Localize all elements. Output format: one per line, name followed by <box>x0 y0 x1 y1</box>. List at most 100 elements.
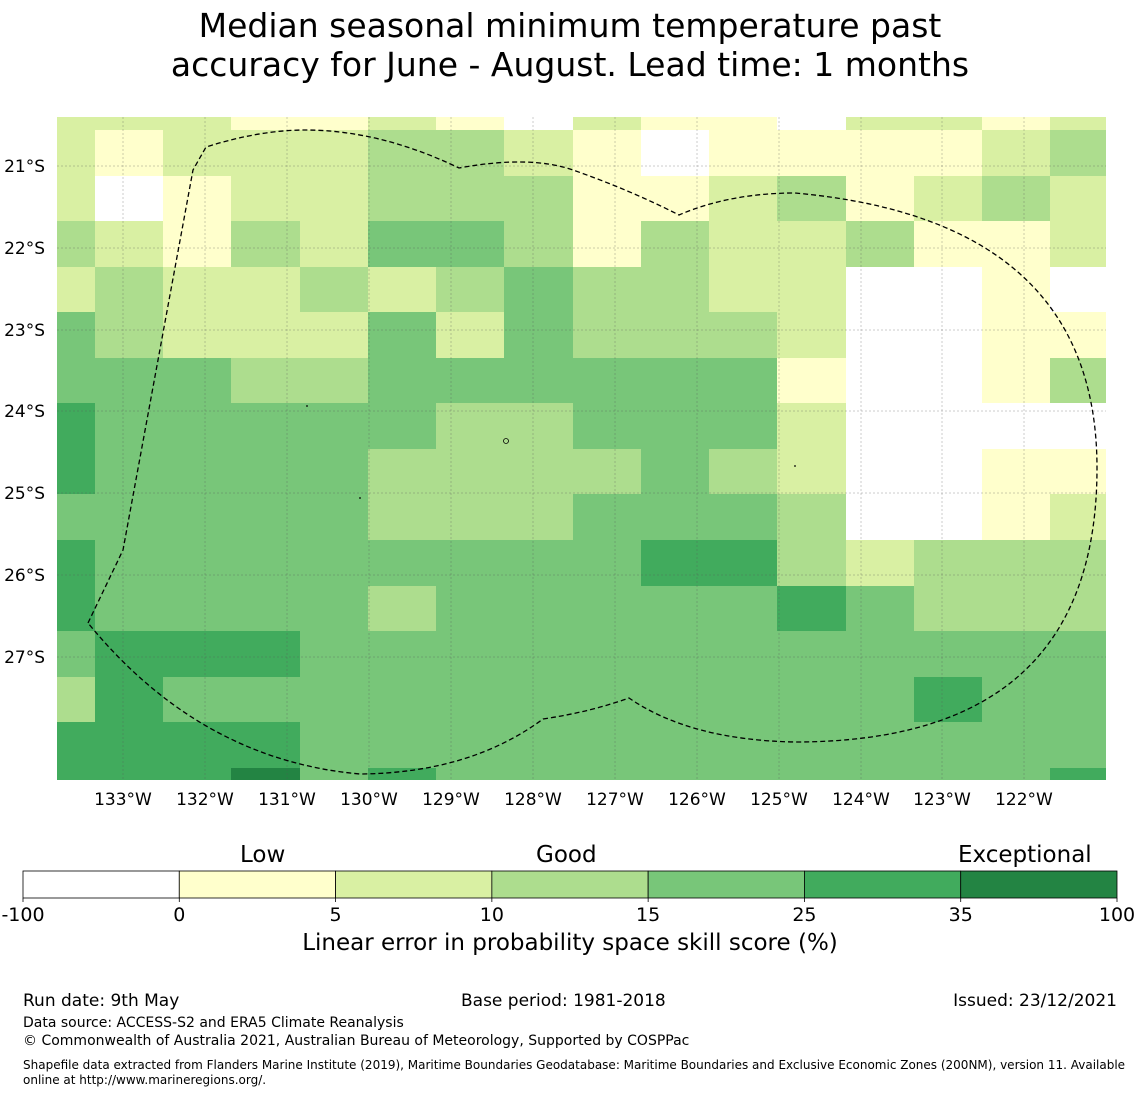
heatmap-cell <box>573 449 641 494</box>
heatmap-cell <box>231 768 300 780</box>
heatmap-cell <box>846 130 914 176</box>
heatmap-cell <box>982 540 1050 586</box>
heatmap-cell <box>709 449 777 494</box>
heatmap-cell <box>95 130 163 176</box>
heatmap-cell <box>231 221 300 267</box>
heatmap-cell <box>982 677 1050 722</box>
heatmap-cell <box>504 117 573 130</box>
heatmap-cell <box>709 540 777 586</box>
heatmap-cell <box>504 540 573 586</box>
heatmap-cell <box>641 176 709 221</box>
heatmap-cell <box>231 176 300 221</box>
heatmap-cell <box>777 586 846 631</box>
heatmap-cell <box>1050 117 1106 130</box>
heatmap-cell <box>95 403 163 449</box>
heatmap-cell <box>300 677 368 722</box>
heatmap-cell <box>709 494 777 540</box>
heatmap-cell <box>846 631 914 677</box>
island-marker <box>359 497 361 499</box>
heatmap-cell <box>95 631 163 677</box>
heatmap-cell <box>914 631 982 677</box>
x-tick-label: 133°W <box>94 790 152 810</box>
heatmap-cell <box>641 117 709 130</box>
heatmap-cell <box>1050 677 1106 722</box>
colorbar-bin <box>804 870 962 899</box>
heatmap-cell <box>57 176 95 221</box>
axis-ticks: 133°W 132°W 131°W 130°W 129°W 128°W 127°W 126°W… <box>4 157 1053 810</box>
heatmap-cell <box>641 358 709 403</box>
heatmap-cell <box>709 312 777 358</box>
x-tick-label: 128°W <box>504 790 562 810</box>
heatmap-cell <box>777 631 846 677</box>
run-date: Run date: 9th May <box>23 991 180 1011</box>
heatmap-cell <box>163 540 231 586</box>
heatmap-cell <box>982 449 1050 494</box>
heatmap-cell <box>982 312 1050 358</box>
heatmap-cell <box>777 130 846 176</box>
heatmap-cell <box>846 540 914 586</box>
heatmap-cell <box>709 117 777 130</box>
heatmap-cell <box>777 403 846 449</box>
heatmap-cell <box>436 221 504 267</box>
colorbar-ticks: -100 0 5 10 15 25 35 100 <box>1 898 1135 926</box>
skill-score-map: 133°W 132°W 131°W 130°W 129°W 128°W 127°W 126°W… <box>4 117 1106 810</box>
heatmap-cell <box>709 267 777 312</box>
heatmap-cell <box>95 176 163 221</box>
heatmap-cell <box>504 312 573 358</box>
heatmap-cell <box>914 768 982 780</box>
heatmap-cell <box>709 130 777 176</box>
heatmap-cell <box>777 494 846 540</box>
colorbar: -100 0 5 10 15 25 35 100 <box>1 870 1135 926</box>
heatmap-cell <box>573 494 641 540</box>
heatmap-cell <box>436 677 504 722</box>
colorbar-tick-label: 15 <box>636 904 660 926</box>
island-marker <box>794 465 796 467</box>
heatmap-cell <box>777 358 846 403</box>
heatmap-cell <box>300 586 368 631</box>
heatmap-cell <box>641 449 709 494</box>
heatmap-cell <box>231 312 300 358</box>
heatmap-cell <box>914 403 982 449</box>
heatmap-cell <box>573 586 641 631</box>
heatmap-cell <box>57 117 95 130</box>
heatmap-cell <box>641 494 709 540</box>
heatmap-cell <box>982 494 1050 540</box>
data-source: Data source: ACCESS-S2 and ERA5 Climate … <box>23 1015 404 1031</box>
heatmap-cell <box>300 403 368 449</box>
heatmap-cell <box>573 358 641 403</box>
heatmap-cell <box>300 117 368 130</box>
heatmap-cell <box>846 267 914 312</box>
heatmap-cell <box>982 130 1050 176</box>
colorbar-tick-label: 10 <box>480 904 504 926</box>
heatmap-cell <box>914 176 982 221</box>
heatmap-cell <box>709 677 777 722</box>
heatmap-cell <box>504 494 573 540</box>
heatmap-cell <box>641 768 709 780</box>
heatmap-cell <box>846 449 914 494</box>
heatmap-cell <box>163 267 231 312</box>
heatmap-cell <box>914 358 982 403</box>
heatmap-cell <box>300 768 368 780</box>
heatmap-cell <box>573 312 641 358</box>
heatmap-cell <box>777 267 846 312</box>
heatmap-cell <box>95 449 163 494</box>
heatmap-cell <box>846 494 914 540</box>
heatmap-cell <box>641 130 709 176</box>
heatmap-cell <box>846 312 914 358</box>
heatmap-cell <box>368 449 436 494</box>
heatmap-cell <box>368 312 436 358</box>
heatmap-cell <box>436 722 504 768</box>
heatmap-cell <box>231 494 300 540</box>
heatmap-cell <box>1050 722 1106 768</box>
y-tick-label: 27°S <box>4 648 45 668</box>
heatmap-cell <box>846 221 914 267</box>
heatmap-cell <box>57 768 95 780</box>
heatmap-cell <box>300 540 368 586</box>
colorbar-bin <box>960 870 1118 899</box>
heatmap-cell <box>368 267 436 312</box>
heatmap-cell <box>846 677 914 722</box>
legend-heading-exceptional: Exceptional <box>958 842 1092 868</box>
heatmap-cell <box>57 221 95 267</box>
heatmap-cell <box>300 449 368 494</box>
colorbar-bin <box>335 870 493 899</box>
